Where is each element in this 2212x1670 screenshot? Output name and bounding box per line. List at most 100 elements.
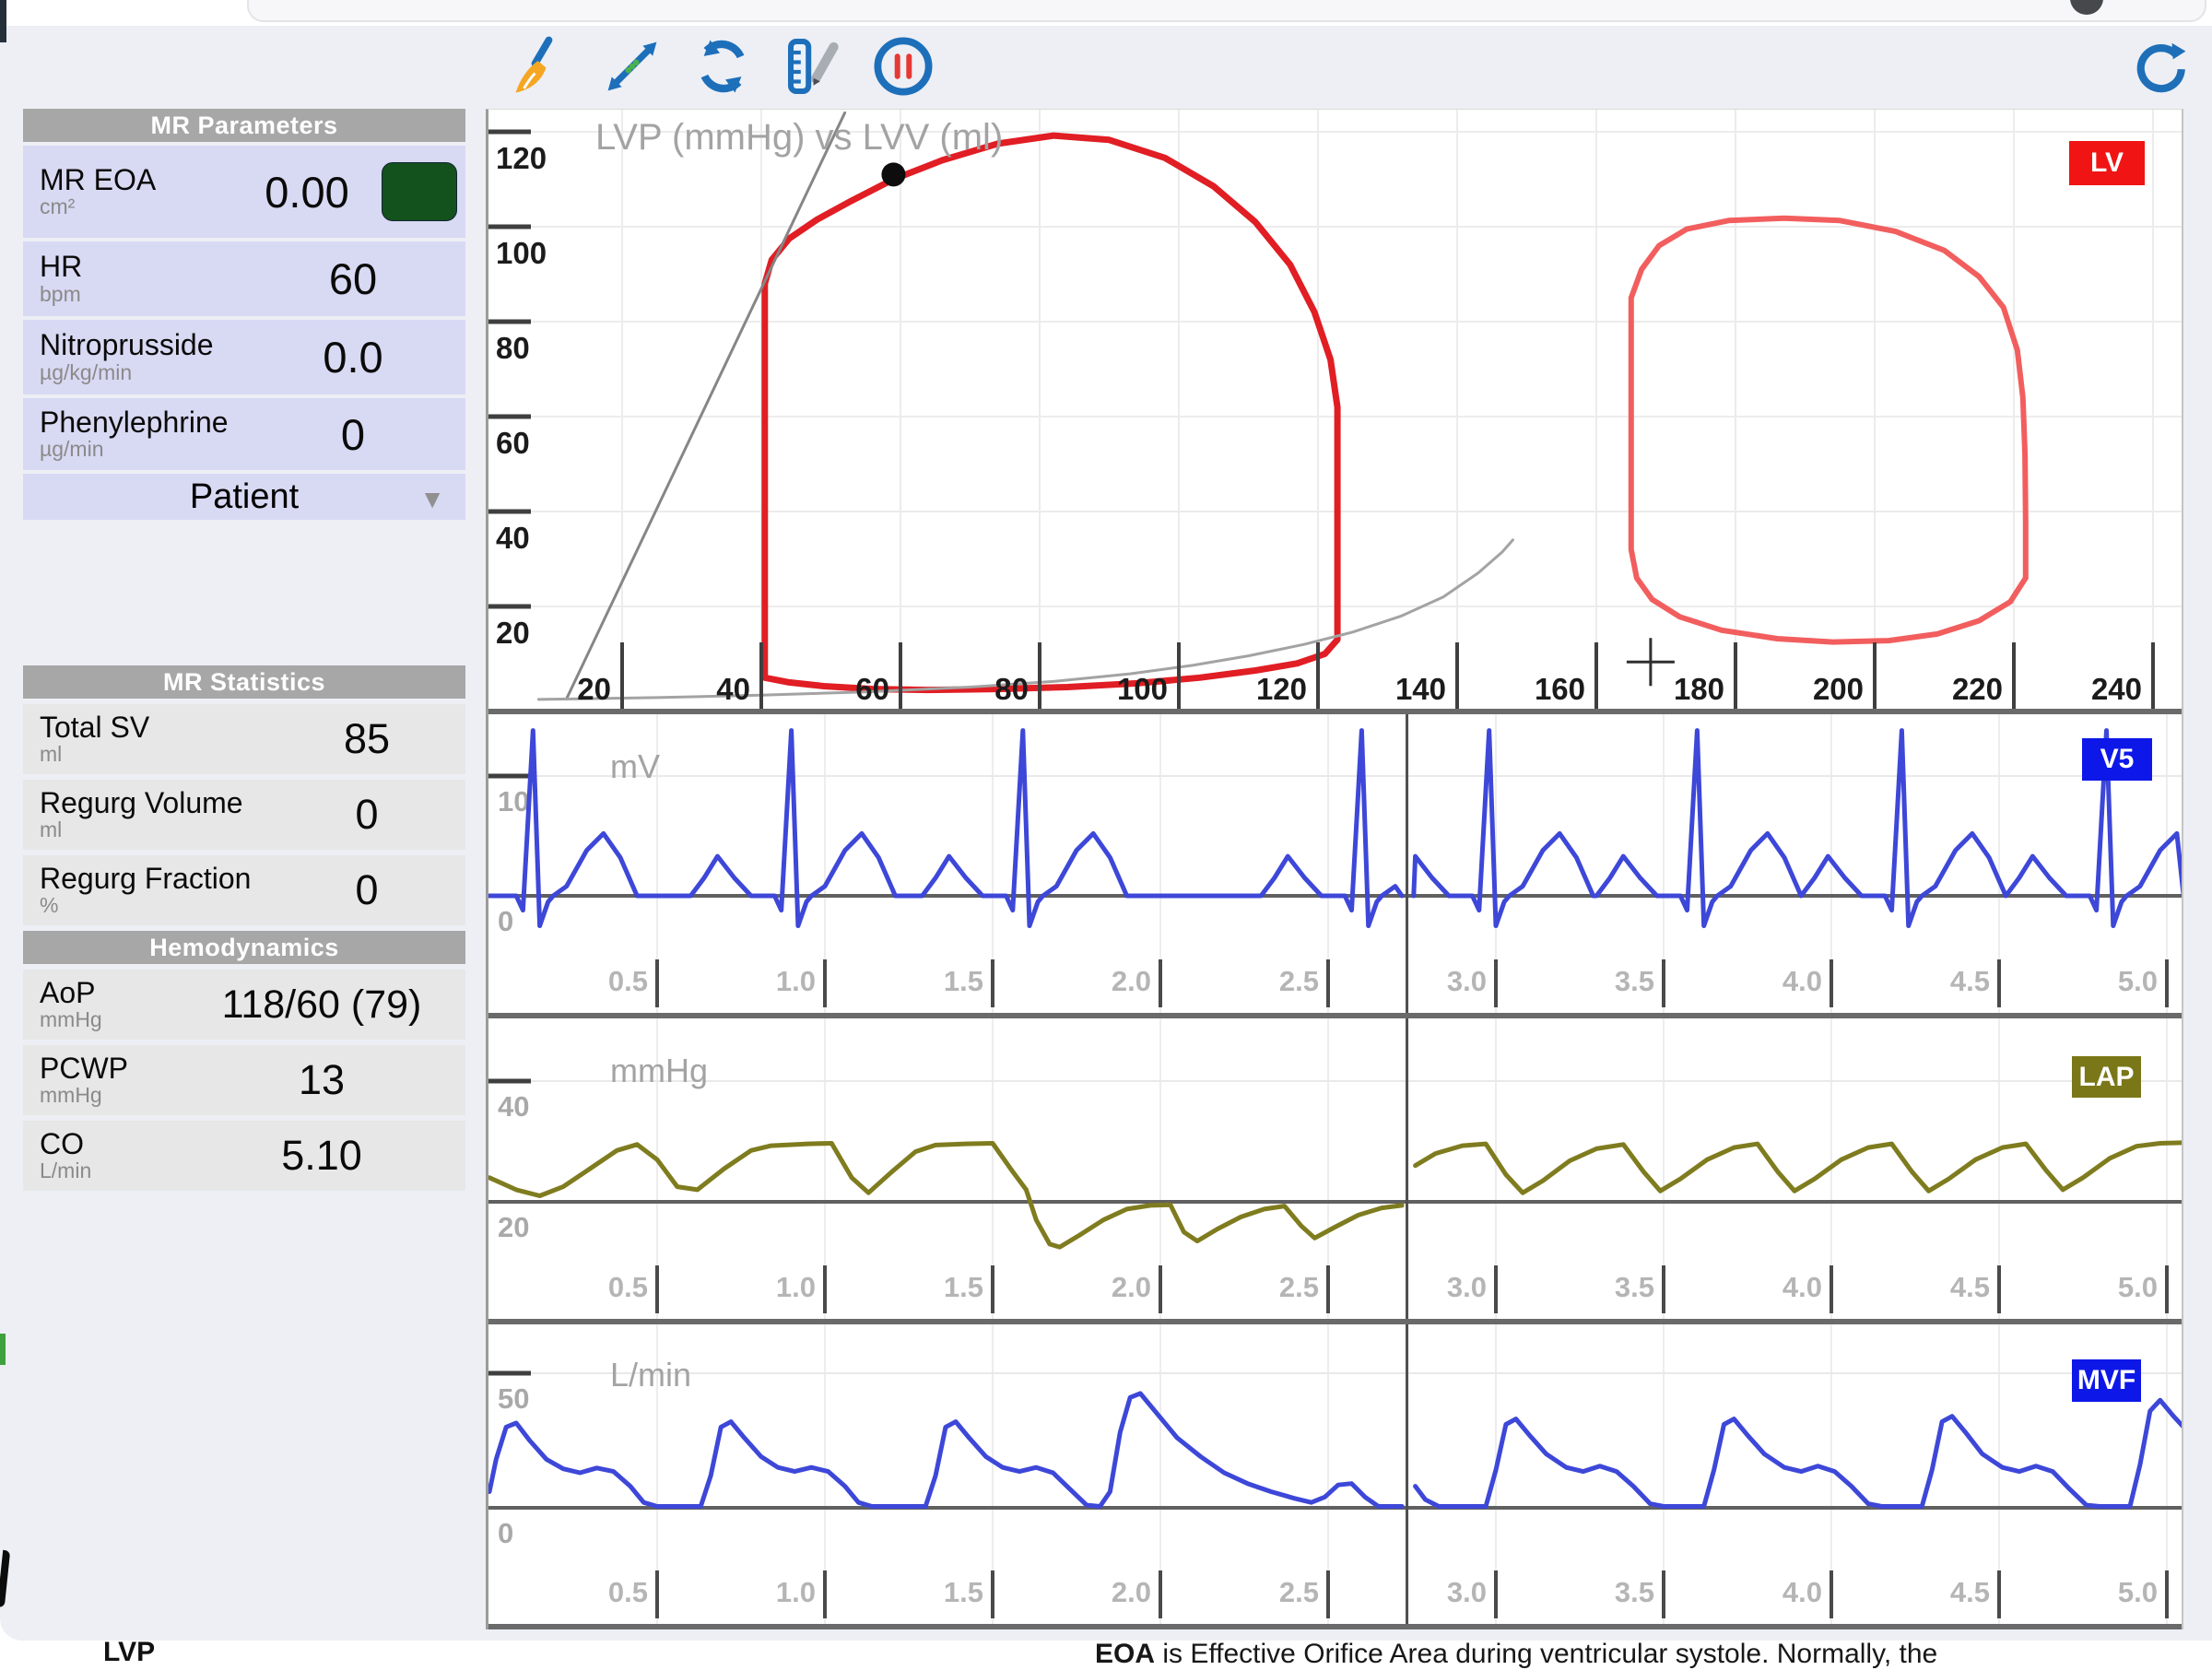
reload-icon[interactable]: [2131, 35, 2192, 96]
param-unit: µg/min: [40, 437, 104, 462]
param-value: 0.00: [265, 167, 349, 217]
svg-text:3.0: 3.0: [1447, 1271, 1487, 1303]
mvf-badge[interactable]: MVF: [2072, 1359, 2141, 1402]
param-unit: µg/kg/min: [40, 359, 133, 384]
stat-value: 85: [343, 715, 391, 762]
lap-trace: [488, 1141, 1405, 1250]
svg-text:1.5: 1.5: [944, 965, 983, 997]
pv-loop-current: [761, 132, 1341, 694]
panel-title: MR Parameters: [23, 109, 465, 142]
svg-text:0: 0: [498, 1517, 513, 1549]
param-label: Nitroprusside: [40, 328, 214, 362]
svg-text:1.5: 1.5: [944, 1576, 983, 1608]
browser-top-strip: [0, 0, 2212, 27]
param-row-hr[interactable]: HR bpm 60: [23, 241, 465, 316]
lap-badge[interactable]: LAP: [2072, 1056, 2141, 1098]
ecg-unit-label: mV: [610, 747, 660, 785]
svg-text:0.5: 0.5: [608, 965, 648, 997]
param-label: MR EOA: [40, 162, 157, 196]
svg-text:0: 0: [498, 905, 513, 937]
svg-text:2.5: 2.5: [1279, 1271, 1319, 1303]
svg-text:4.0: 4.0: [1783, 1271, 1822, 1303]
svg-text:120: 120: [496, 141, 547, 175]
url-bar[interactable]: [247, 0, 2206, 22]
window-edge: [0, 0, 6, 42]
svg-text:4.5: 4.5: [1950, 1576, 1990, 1608]
stat-label: Total SV: [40, 710, 150, 744]
edpvr-curve: [536, 538, 1514, 701]
panel-title: Hemodynamics: [23, 931, 465, 964]
svg-text:200: 200: [1813, 672, 1864, 706]
svg-text:160: 160: [1535, 672, 1585, 706]
mr-statistics-panel: MR Statistics Total SV ml 85 Regurg Volu…: [23, 665, 465, 1191]
svg-text:1.0: 1.0: [776, 1576, 816, 1608]
mvf-trace: [1413, 1397, 2182, 1509]
param-row-nitroprusside[interactable]: Nitroprusside µg/kg/min 0.0: [23, 320, 465, 394]
patient-selector-label: Patient: [189, 476, 300, 516]
svg-text:140: 140: [1395, 672, 1446, 706]
stat-unit: %: [40, 893, 59, 918]
hemo-row-aop: AoP mmHg 118/60 (79): [23, 970, 465, 1040]
chart-area: LVP (mmHg) vs LVV (ml) mV mmHg L/min LV …: [486, 109, 2183, 1629]
svg-text:5.0: 5.0: [2118, 965, 2158, 997]
chevron-down-icon: ▼: [419, 485, 445, 513]
hemo-label: AoP: [40, 975, 96, 1009]
svg-text:5.0: 5.0: [2118, 1576, 2158, 1608]
svg-text:10: 10: [498, 785, 529, 817]
stat-row-total-sv: Total SV ml 85: [23, 704, 465, 774]
svg-text:3.0: 3.0: [1447, 1576, 1487, 1608]
svg-text:2.5: 2.5: [1279, 1576, 1319, 1608]
mvf-chart: 50 0 0.5 1.0 1.5 2.0 2.5 3.0 3.5 4.0 4.5 5.0: [488, 1319, 2182, 1624]
stat-unit: ml: [40, 742, 63, 767]
clear-broom-icon[interactable]: [509, 33, 575, 100]
svg-text:2.0: 2.0: [1112, 1576, 1151, 1608]
param-unit: cm²: [40, 194, 76, 219]
svg-text:220: 220: [1952, 672, 2003, 706]
param-row-phenylephrine[interactable]: Phenylephrine µg/min 0: [23, 398, 465, 470]
pause-icon[interactable]: [870, 33, 936, 100]
hemo-unit: mmHg: [40, 1007, 102, 1032]
pv-loop-secondary: [1628, 215, 2029, 645]
measure-annotate-icon[interactable]: [780, 33, 846, 100]
svg-text:2.0: 2.0: [1112, 1271, 1151, 1303]
svg-text:4.0: 4.0: [1783, 1576, 1822, 1608]
param-row-mr-eoa[interactable]: MR EOA cm² 0.00: [23, 146, 465, 238]
hemo-unit: L/min: [40, 1158, 92, 1183]
stat-value: 0: [355, 791, 379, 838]
param-value: 60: [328, 254, 378, 303]
patient-selector[interactable]: Patient ▼: [23, 474, 465, 520]
svg-text:3.5: 3.5: [1615, 965, 1654, 997]
tab-favicon[interactable]: [2070, 0, 2103, 15]
svg-text:3.5: 3.5: [1615, 1271, 1654, 1303]
svg-text:1.0: 1.0: [776, 1271, 816, 1303]
svg-text:60: 60: [855, 672, 889, 706]
pv-loop-chart: 20 40 60 80 100 120 20 40 60 80 100 120 140 160 180 200…: [488, 110, 2182, 709]
hemo-row-pcwp: PCWP mmHg 13: [23, 1045, 465, 1115]
v5-badge[interactable]: V5: [2082, 738, 2152, 781]
svg-text:100: 100: [1117, 672, 1168, 706]
svg-text:40: 40: [716, 672, 750, 706]
param-value: 0: [340, 409, 366, 459]
auto-refresh-icon[interactable]: [689, 33, 756, 100]
lv-badge[interactable]: LV: [2069, 141, 2145, 185]
param-value: 0.0: [323, 333, 383, 382]
background-text-fragment: EOA is Effective Orifice Area during ven…: [1095, 1639, 2212, 1670]
svg-text:4.5: 4.5: [1950, 1271, 1990, 1303]
param-label: HR: [40, 250, 83, 284]
hemo-unit: mmHg: [40, 1083, 102, 1108]
stat-row-regurg-volume: Regurg Volume ml 0: [23, 780, 465, 850]
pv-loop-title: LVP (mmHg) vs LVV (ml): [595, 117, 1004, 158]
mr-parameters-panel: MR Parameters MR EOA cm² 0.00 HR bpm 60 …: [23, 109, 465, 520]
svg-text:20: 20: [496, 616, 530, 650]
lap-unit-label: mmHg: [610, 1052, 708, 1089]
background-page-fragment: [0, 1334, 6, 1365]
ecg-trace: [1411, 728, 2182, 928]
hemo-row-co: CO L/min 5.10: [23, 1121, 465, 1191]
svg-text:3.0: 3.0: [1447, 965, 1487, 997]
svg-text:1.5: 1.5: [944, 1271, 983, 1303]
svg-text:2.0: 2.0: [1112, 965, 1151, 997]
scale-range-icon[interactable]: [599, 33, 665, 100]
hemo-label: CO: [40, 1126, 84, 1160]
hemo-value: 5.10: [281, 1132, 362, 1179]
param-label: Phenylephrine: [40, 405, 229, 439]
